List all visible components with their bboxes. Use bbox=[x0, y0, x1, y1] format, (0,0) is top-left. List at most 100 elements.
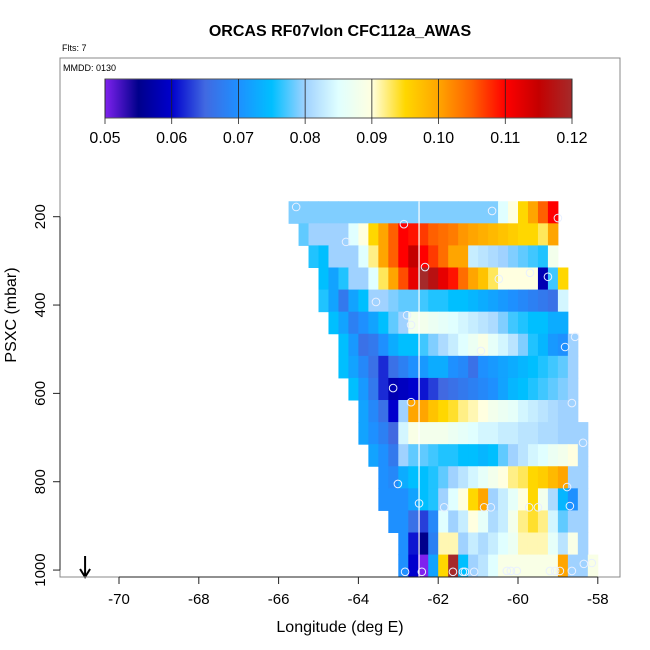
heatmap-cell bbox=[318, 201, 329, 224]
heatmap-cell bbox=[537, 377, 549, 401]
sample-point-marker bbox=[393, 479, 403, 489]
heatmap-cell bbox=[368, 400, 379, 423]
heatmap-cell bbox=[527, 355, 539, 379]
heatmap-cell bbox=[488, 488, 499, 511]
heatmap-cell bbox=[448, 532, 459, 556]
heatmap-cell bbox=[518, 400, 529, 423]
heatmap-cell bbox=[358, 400, 369, 423]
heatmap-cell bbox=[378, 267, 389, 291]
heatmap-cell bbox=[567, 422, 579, 445]
heatmap-cell bbox=[428, 532, 439, 556]
heatmap-cell bbox=[498, 510, 509, 534]
sample-point-marker bbox=[543, 272, 553, 282]
heatmap-cell bbox=[408, 400, 419, 423]
heatmap-cell bbox=[348, 201, 359, 224]
heatmap-cell bbox=[577, 554, 589, 578]
heatmap-cell bbox=[448, 488, 459, 511]
heatmap-cell bbox=[557, 311, 569, 335]
heatmap-cell bbox=[498, 532, 509, 556]
heatmap-cell bbox=[368, 333, 379, 357]
heatmap-cell bbox=[478, 311, 489, 335]
heatmap-cell bbox=[557, 510, 569, 534]
heatmap-cell bbox=[567, 333, 579, 357]
sample-point-marker bbox=[469, 567, 479, 577]
heatmap-cell bbox=[328, 223, 339, 246]
heatmap-cell bbox=[418, 355, 429, 379]
heatmap-cell bbox=[458, 267, 469, 291]
heatmap-cell bbox=[557, 422, 569, 445]
sample-point-marker bbox=[487, 206, 497, 216]
heatmap-cell bbox=[378, 377, 389, 401]
heatmap-cell bbox=[438, 333, 449, 357]
heatmap-cell bbox=[378, 444, 389, 467]
heatmap-cell bbox=[478, 289, 489, 313]
sample-points bbox=[79, 202, 597, 579]
y-tick-label: 1000 bbox=[32, 553, 49, 586]
heatmap-cell bbox=[308, 201, 319, 224]
heatmap-cell bbox=[527, 267, 539, 291]
heatmap-cell bbox=[348, 245, 359, 268]
heatmap-cell bbox=[468, 510, 479, 534]
heatmap-cell bbox=[587, 554, 599, 578]
heatmap-cell bbox=[398, 201, 409, 224]
heatmap-cell bbox=[388, 289, 399, 313]
heatmap-cell bbox=[398, 333, 409, 357]
heatmap-cell bbox=[388, 355, 399, 379]
heatmap-cell bbox=[527, 466, 539, 489]
sample-point-marker bbox=[565, 501, 575, 511]
heatmap-cell bbox=[398, 377, 409, 401]
heatmap-cell bbox=[328, 201, 339, 224]
heatmap-cell bbox=[338, 267, 349, 291]
heatmap-cell bbox=[448, 554, 459, 578]
heatmap-cell bbox=[408, 510, 419, 534]
heatmap-cell bbox=[468, 400, 479, 423]
heatmap-cell bbox=[547, 267, 559, 291]
heatmap-cell bbox=[348, 311, 359, 335]
heatmap-cell bbox=[388, 201, 399, 224]
heatmap-cell bbox=[567, 554, 579, 578]
heatmap-cell bbox=[498, 223, 509, 246]
heatmap-cell bbox=[418, 333, 429, 357]
x-axis-label: Longitude (deg E) bbox=[276, 619, 403, 636]
heatmap-cell bbox=[498, 267, 509, 291]
heatmap-cell bbox=[488, 333, 499, 357]
heatmap-cell bbox=[557, 267, 569, 291]
heatmap-cell bbox=[537, 289, 549, 313]
heatmap-cell bbox=[338, 289, 349, 313]
heatmap-cell bbox=[567, 510, 579, 534]
heatmap-cell bbox=[398, 532, 409, 556]
heatmap-cell bbox=[438, 223, 449, 246]
heatmap-cell bbox=[448, 400, 459, 423]
heatmap-cell bbox=[498, 201, 509, 224]
heatmap-cell bbox=[388, 377, 399, 401]
heatmap-cell bbox=[518, 333, 529, 357]
heatmap-cell bbox=[488, 267, 499, 291]
heatmap-cell bbox=[537, 333, 549, 357]
heatmap-cell bbox=[398, 289, 409, 313]
heatmap-cell bbox=[518, 466, 529, 489]
heatmap-cell bbox=[567, 355, 579, 379]
sample-point-marker bbox=[388, 383, 398, 393]
sample-point-marker bbox=[406, 397, 416, 407]
heatmap-cell bbox=[498, 422, 509, 445]
heatmap-cell bbox=[518, 554, 529, 578]
sample-point-marker bbox=[402, 310, 412, 320]
heatmap-cell bbox=[478, 466, 489, 489]
heatmap-cell bbox=[408, 311, 419, 335]
heatmap-cell bbox=[408, 532, 419, 556]
heatmap-cell bbox=[398, 488, 409, 511]
heatmap-cell bbox=[408, 554, 419, 578]
heatmap-cell bbox=[547, 355, 559, 379]
heatmap-cell bbox=[458, 201, 469, 224]
heatmap-cell bbox=[547, 223, 559, 246]
heatmap-cell bbox=[557, 444, 569, 467]
heatmap-cell bbox=[378, 333, 389, 357]
heatmap-cell bbox=[338, 201, 349, 224]
sample-point-marker bbox=[562, 482, 572, 492]
heatmap-cell bbox=[557, 400, 569, 423]
heatmap-cell bbox=[458, 422, 469, 445]
sample-point-marker bbox=[525, 268, 535, 278]
heatmap-cell bbox=[527, 400, 539, 423]
heatmap-cell bbox=[358, 311, 369, 335]
heatmap-cell bbox=[378, 422, 389, 445]
